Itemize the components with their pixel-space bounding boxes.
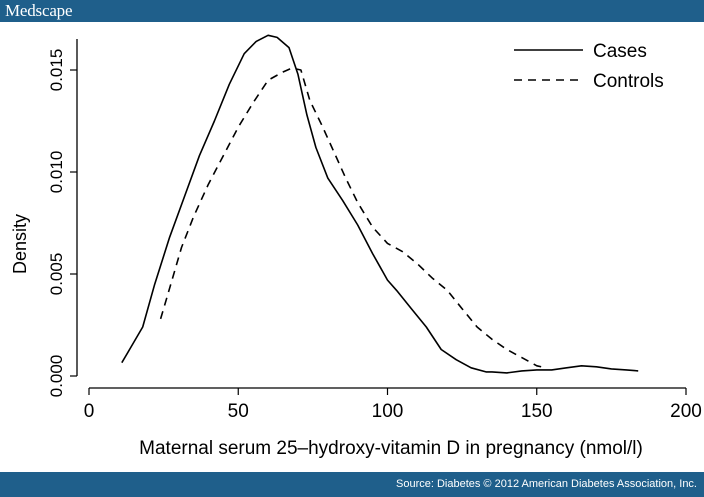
header-bar: Medscape — [0, 0, 704, 22]
y-axis-label: Density — [10, 214, 30, 274]
x-tick-label: 0 — [84, 401, 95, 422]
x-tick-label: 100 — [372, 401, 404, 422]
series-layer — [121, 34, 639, 374]
x-tick-label: 150 — [521, 401, 553, 422]
y-tick-label: 0.010 — [47, 151, 66, 194]
series-line-controls — [159, 67, 546, 369]
legend-label-controls: Controls — [593, 71, 664, 92]
y-ticks: 0.000 0.005 0.010 0.015 — [47, 49, 77, 398]
legend: Cases Controls — [514, 41, 664, 92]
source-caption: Source: Diabetes © 2012 American Diabete… — [396, 478, 697, 490]
x-tick-label: 200 — [670, 401, 702, 422]
series-line-cases — [121, 34, 639, 374]
plot-area: 0 50 100 150 200 0.000 0.005 0.010 0.015 Cases … — [10, 34, 702, 459]
medscape-logo: Medscape — [5, 1, 73, 20]
y-tick-label: 0.005 — [47, 253, 66, 296]
x-ticks: 0 50 100 150 200 — [84, 388, 702, 422]
legend-item-cases: Cases — [514, 41, 647, 62]
y-tick-label: 0.000 — [47, 355, 66, 398]
density-chart: 0 50 100 150 200 0.000 0.005 0.010 0.015 Cases … — [10, 34, 702, 459]
legend-item-controls: Controls — [514, 71, 664, 92]
y-tick-label: 0.015 — [47, 49, 66, 92]
x-tick-label: 50 — [228, 401, 249, 422]
footer-bar: Source: Diabetes © 2012 American Diabete… — [0, 472, 704, 497]
x-axis-label: Maternal serum 25–hydroxy-vitamin D in p… — [139, 438, 643, 459]
legend-label-cases: Cases — [593, 41, 647, 62]
